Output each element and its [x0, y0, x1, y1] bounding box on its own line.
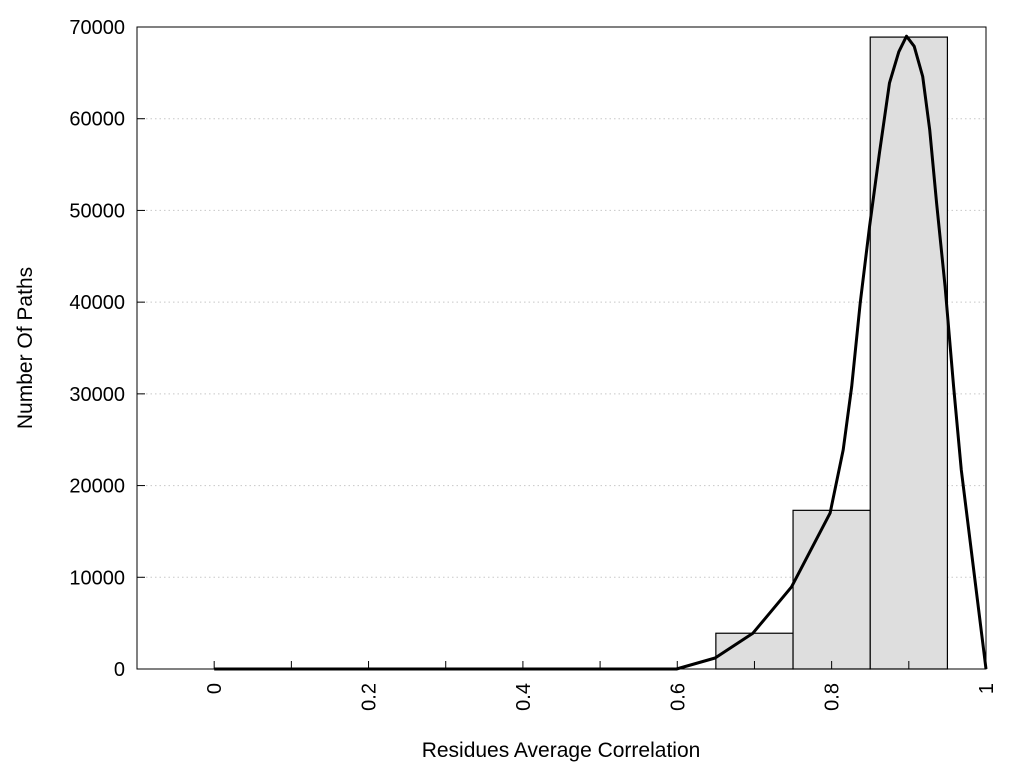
y-tick-label: 0	[114, 659, 125, 681]
x-tick-label: 0.4	[513, 683, 535, 711]
y-tick-label: 60000	[69, 109, 125, 131]
grid-lines	[137, 118, 986, 578]
y-tick-label: 40000	[69, 292, 125, 314]
y-tick-label: 50000	[69, 200, 125, 222]
y-axis-ticks: 0 10000 20000 30000 40000 50000 60000 70000	[69, 17, 145, 681]
x-axis-label: Residues Average Correlation	[422, 739, 701, 762]
bars	[715, 36, 949, 670]
fit-curve-group	[214, 34, 988, 671]
plot-frame	[136, 26, 987, 670]
x-axis-ticks: 0 0.2 0.4 0.6 0.8 1	[204, 661, 998, 711]
x-tick-label: 0	[204, 683, 226, 694]
fit-curve-line	[214, 34, 988, 671]
y-tick-label: 10000	[69, 567, 125, 589]
x-tick-label: 1	[976, 683, 998, 694]
y-tick-label: 20000	[69, 476, 125, 498]
histogram-bar	[792, 509, 871, 670]
y-axis-label: Number Of Paths	[14, 267, 37, 429]
x-tick-label: 0.8	[822, 683, 844, 711]
x-tick-label: 0.2	[359, 683, 381, 711]
y-tick-label: 70000	[69, 17, 125, 39]
y-tick-label: 30000	[69, 384, 125, 406]
x-tick-label: 0.6	[667, 683, 689, 711]
